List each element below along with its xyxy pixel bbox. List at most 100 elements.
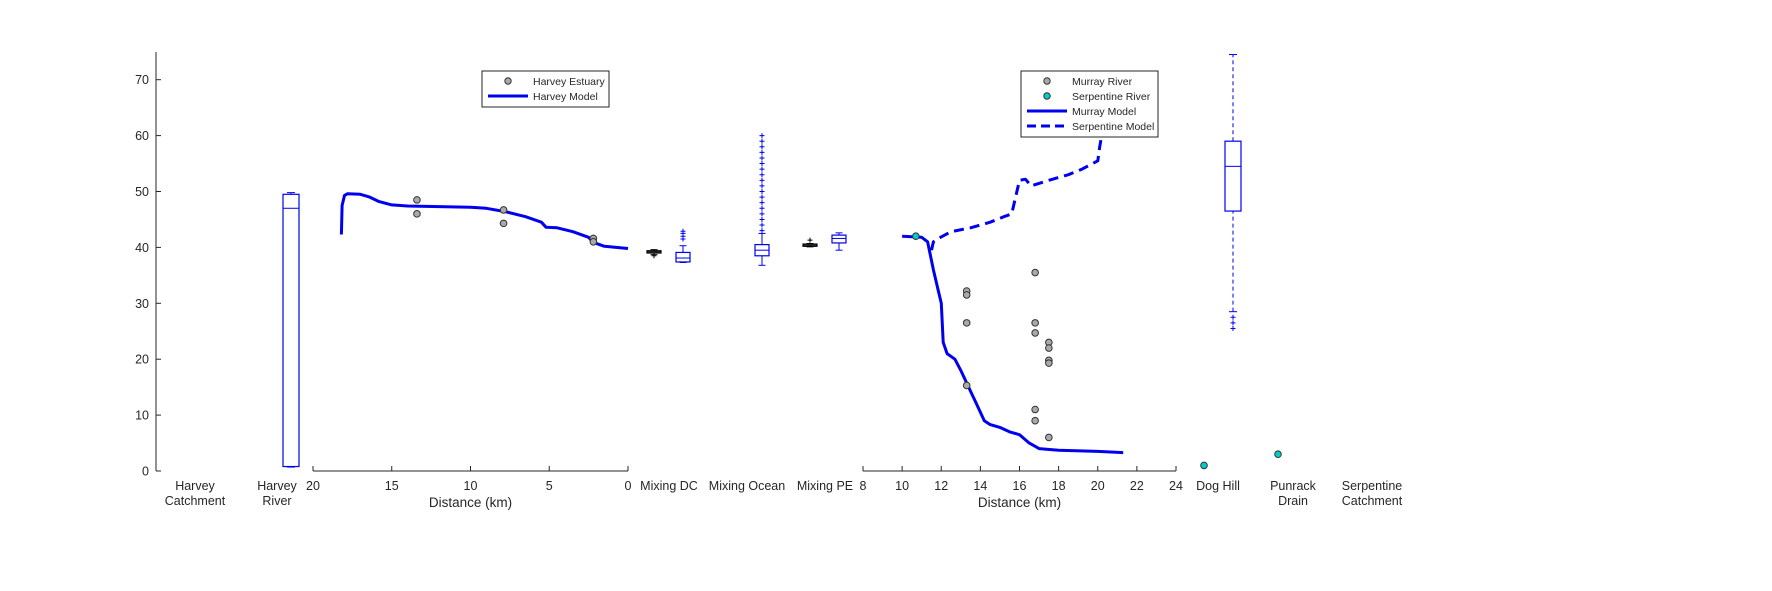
legends: Harvey Estuary Harvey Model Murray River Se…	[481, 70, 1159, 138]
harvey-x-tick-label: 0	[625, 479, 632, 493]
boxplot-box	[675, 251, 691, 263]
harvey-x-axis-label: Distance (km)	[429, 495, 512, 510]
murray-river-point	[962, 381, 971, 390]
murray-model-line	[902, 234, 1124, 455]
murray-legend-marker	[1043, 77, 1051, 85]
murray-river-point	[1045, 344, 1053, 352]
category-label-dog-hill: Dog Hill	[1196, 479, 1240, 493]
murray-legend-marker	[1043, 92, 1051, 100]
harvey-x-tick-label: 15	[385, 479, 399, 493]
boxplot-outlier	[759, 228, 765, 234]
murray-x-tick-label: 14	[973, 479, 987, 493]
harvey-panel: 20 15 10 5 0 Distance (km)	[306, 192, 632, 510]
category-label-serpentine-catchment: Catchment	[1342, 494, 1403, 508]
harvey-x-tick-label: 5	[546, 479, 553, 493]
y-tick-label: 10	[135, 409, 149, 423]
boxplot	[646, 249, 662, 259]
category-points	[1200, 450, 1282, 470]
murray-river-point	[1045, 433, 1053, 442]
boxplot-outlier	[680, 228, 686, 234]
boxplot-box	[831, 234, 847, 244]
y-tick-label: 70	[135, 73, 149, 87]
category-label-punrack-drain: Punrack	[1270, 479, 1317, 493]
boxplot-outlier	[1230, 320, 1236, 326]
murray-x-tick-label: 22	[1130, 479, 1144, 493]
category-label-punrack-drain: Drain	[1278, 494, 1308, 508]
category-label-harvey-river: River	[262, 494, 291, 508]
murray-legend-label: Serpentine Model	[1072, 121, 1154, 133]
serpentine-river-point	[912, 232, 920, 241]
boxplot-outlier	[759, 144, 765, 150]
boxplot-outlier	[759, 211, 765, 217]
boxplot-outlier	[759, 161, 765, 167]
murray-river-point	[1031, 329, 1039, 337]
boxplot-outlier	[759, 155, 765, 161]
harvey-estuary-point	[413, 196, 421, 204]
boxplots	[282, 54, 1242, 468]
boxplot-outlier	[1230, 325, 1236, 331]
category-point	[1200, 461, 1208, 470]
category-label-serpentine-catchment: Serpentine	[1342, 479, 1403, 493]
murray-river-point	[1031, 405, 1039, 414]
murray-legend-label: Serpentine River	[1072, 91, 1151, 103]
murray-x-tick-label: 18	[1052, 479, 1066, 493]
boxplot-outlier	[1230, 314, 1236, 320]
harvey-legend: Harvey Estuary Harvey Model	[481, 70, 610, 108]
harvey-legend-label: Harvey Model	[533, 91, 598, 103]
murray-x-tick-label: 12	[934, 479, 948, 493]
category-label-mixing-ocean: Mixing Ocean	[709, 479, 785, 493]
murray-river-point	[962, 291, 971, 299]
category-label-harvey-catchment: Harvey	[175, 479, 215, 493]
murray-x-tick-label: 10	[895, 479, 909, 493]
harvey-legend-box	[481, 70, 610, 108]
boxplot-outlier	[759, 205, 765, 211]
boxplot-outlier	[759, 216, 765, 222]
murray-x-axis-label: Distance (km)	[978, 495, 1061, 510]
boxplot-outlier	[759, 189, 765, 194]
murray-legend-label: Murray River	[1072, 76, 1133, 88]
murray-x-tick-label: 20	[1091, 479, 1105, 493]
boxplot-outlier	[759, 172, 765, 178]
murray-x-tick-label: 24	[1169, 479, 1183, 493]
harvey-estuary-point	[589, 238, 598, 246]
murray-x-tick-label: 8	[860, 479, 867, 493]
boxplot	[802, 237, 818, 248]
boxplot-outlier	[759, 149, 765, 155]
boxplot-outlier	[807, 237, 813, 243]
boxplot-outlier	[759, 200, 765, 206]
murray-river-point	[1031, 268, 1039, 277]
murray-panel: 8 10 12 14 16 18 20 22 24 Distance (km)	[860, 135, 1183, 510]
boxplot-outlier	[759, 133, 765, 139]
boxplot	[831, 232, 847, 251]
boxplot-outlier	[759, 166, 765, 172]
boxplot-outlier	[759, 177, 765, 183]
boxplot	[754, 133, 770, 266]
murray-river-point	[1031, 319, 1039, 327]
murray-legend-label: Murray Model	[1072, 106, 1136, 118]
y-tick-label: 30	[135, 297, 149, 311]
y-tick-label: 20	[135, 353, 149, 367]
boxplot-outlier	[759, 222, 765, 228]
boxplot	[675, 228, 691, 263]
murray-river-point	[1031, 416, 1039, 425]
boxplot	[282, 192, 300, 468]
harvey-estuary-point	[413, 210, 421, 218]
category-label-harvey-river: Harvey	[257, 479, 297, 493]
y-tick-label: 0	[142, 465, 149, 479]
harvey-legend-marker	[504, 77, 512, 85]
murray-x-tick-label: 16	[1013, 479, 1027, 493]
harvey-estuary-point	[499, 206, 508, 214]
harvey-x-tick-label: 10	[464, 479, 478, 493]
y-axis: 0 10 20 30 40 50 60 70	[135, 52, 161, 479]
category-label-mixing-pe: Mixing PE	[797, 479, 853, 493]
harvey-legend-label: Harvey Estuary	[533, 76, 606, 88]
murray-legend: Murray River Serpentine River Murray Model…	[1020, 70, 1159, 138]
harvey-estuary-point	[499, 219, 508, 228]
boxplot-outlier	[759, 194, 765, 200]
y-tick-label: 40	[135, 241, 149, 255]
y-tick-label: 50	[135, 185, 149, 199]
boxplot-box	[1224, 140, 1242, 212]
boxplot	[1224, 54, 1242, 331]
boxplot-outlier	[759, 138, 765, 144]
